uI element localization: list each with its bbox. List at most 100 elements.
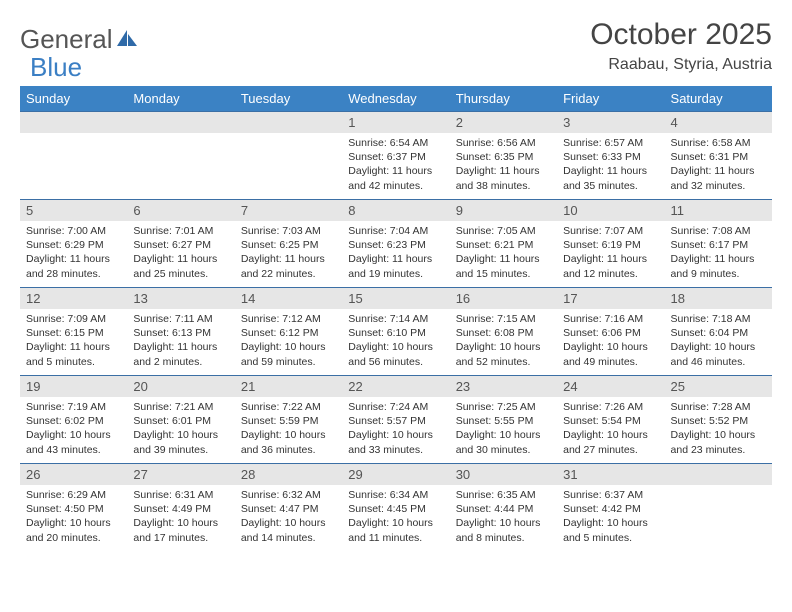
day-number: 12 <box>20 287 127 309</box>
day-details: Sunrise: 7:08 AMSunset: 6:17 PMDaylight:… <box>665 221 772 285</box>
day-detail-line: Sunset: 4:44 PM <box>456 502 551 516</box>
month-title: October 2025 <box>590 18 772 52</box>
day-details: Sunrise: 7:24 AMSunset: 5:57 PMDaylight:… <box>342 397 449 461</box>
logo-text-general: General <box>20 24 113 55</box>
day-number: 18 <box>665 287 772 309</box>
calendar-page: General October 2025 Raabau, Styria, Aus… <box>0 0 792 561</box>
day-cell: 2Sunrise: 6:56 AMSunset: 6:35 PMDaylight… <box>450 111 557 199</box>
dow-thursday: Thursday <box>450 86 557 111</box>
day-details: Sunrise: 7:03 AMSunset: 6:25 PMDaylight:… <box>235 221 342 285</box>
day-detail-line: Sunrise: 7:12 AM <box>241 312 336 326</box>
day-detail-line: Sunrise: 7:25 AM <box>456 400 551 414</box>
dow-sunday: Sunday <box>20 86 127 111</box>
day-detail-line: Sunrise: 7:18 AM <box>671 312 766 326</box>
day-detail-line: Sunset: 6:35 PM <box>456 150 551 164</box>
day-number: 27 <box>127 463 234 485</box>
day-detail-line: Sunrise: 6:58 AM <box>671 136 766 150</box>
day-detail-line: Daylight: 10 hours and 11 minutes. <box>348 516 443 544</box>
day-detail-line: Sunset: 6:17 PM <box>671 238 766 252</box>
day-cell: 31Sunrise: 6:37 AMSunset: 4:42 PMDayligh… <box>557 463 664 551</box>
day-detail-line: Sunrise: 7:07 AM <box>563 224 658 238</box>
day-detail-line: Sunset: 6:13 PM <box>133 326 228 340</box>
day-detail-line: Sunset: 4:50 PM <box>26 502 121 516</box>
day-details: Sunrise: 6:54 AMSunset: 6:37 PMDaylight:… <box>342 133 449 197</box>
day-detail-line: Daylight: 10 hours and 20 minutes. <box>26 516 121 544</box>
day-detail-line: Sunrise: 7:04 AM <box>348 224 443 238</box>
day-detail-line: Daylight: 10 hours and 30 minutes. <box>456 428 551 456</box>
day-details: Sunrise: 7:15 AMSunset: 6:08 PMDaylight:… <box>450 309 557 373</box>
day-number: 29 <box>342 463 449 485</box>
day-detail-line: Sunrise: 7:28 AM <box>671 400 766 414</box>
day-detail-line: Daylight: 11 hours and 35 minutes. <box>563 164 658 192</box>
day-cell: 28Sunrise: 6:32 AMSunset: 4:47 PMDayligh… <box>235 463 342 551</box>
day-number: 1 <box>342 111 449 133</box>
day-cell: 11Sunrise: 7:08 AMSunset: 6:17 PMDayligh… <box>665 199 772 287</box>
day-detail-line: Sunset: 6:25 PM <box>241 238 336 252</box>
day-detail-line: Daylight: 10 hours and 27 minutes. <box>563 428 658 456</box>
day-cell: 3Sunrise: 6:57 AMSunset: 6:33 PMDaylight… <box>557 111 664 199</box>
dow-monday: Monday <box>127 86 234 111</box>
day-detail-line: Sunset: 5:52 PM <box>671 414 766 428</box>
day-detail-line: Sunset: 6:02 PM <box>26 414 121 428</box>
day-detail-line: Sunrise: 6:29 AM <box>26 488 121 502</box>
day-details: Sunrise: 6:29 AMSunset: 4:50 PMDaylight:… <box>20 485 127 549</box>
day-number: 6 <box>127 199 234 221</box>
day-detail-line: Sunrise: 6:34 AM <box>348 488 443 502</box>
day-detail-line: Daylight: 10 hours and 56 minutes. <box>348 340 443 368</box>
day-detail-line: Daylight: 10 hours and 43 minutes. <box>26 428 121 456</box>
day-detail-line: Daylight: 11 hours and 15 minutes. <box>456 252 551 280</box>
day-details: Sunrise: 7:14 AMSunset: 6:10 PMDaylight:… <box>342 309 449 373</box>
day-detail-line: Sunrise: 6:35 AM <box>456 488 551 502</box>
week-row: 26Sunrise: 6:29 AMSunset: 4:50 PMDayligh… <box>20 463 772 551</box>
day-number: 2 <box>450 111 557 133</box>
day-detail-line: Sunrise: 7:14 AM <box>348 312 443 326</box>
day-number: 28 <box>235 463 342 485</box>
day-detail-line: Daylight: 10 hours and 23 minutes. <box>671 428 766 456</box>
day-detail-line: Daylight: 11 hours and 28 minutes. <box>26 252 121 280</box>
day-detail-line: Sunset: 6:08 PM <box>456 326 551 340</box>
day-detail-line: Daylight: 10 hours and 46 minutes. <box>671 340 766 368</box>
day-cell: 1Sunrise: 6:54 AMSunset: 6:37 PMDaylight… <box>342 111 449 199</box>
day-details: Sunrise: 6:35 AMSunset: 4:44 PMDaylight:… <box>450 485 557 549</box>
day-detail-line: Sunrise: 7:15 AM <box>456 312 551 326</box>
day-details: Sunrise: 7:25 AMSunset: 5:55 PMDaylight:… <box>450 397 557 461</box>
day-number: 21 <box>235 375 342 397</box>
day-details: Sunrise: 6:37 AMSunset: 4:42 PMDaylight:… <box>557 485 664 549</box>
day-details: Sunrise: 6:32 AMSunset: 4:47 PMDaylight:… <box>235 485 342 549</box>
week-row: 19Sunrise: 7:19 AMSunset: 6:02 PMDayligh… <box>20 375 772 463</box>
day-cell: 30Sunrise: 6:35 AMSunset: 4:44 PMDayligh… <box>450 463 557 551</box>
day-detail-line: Sunset: 6:01 PM <box>133 414 228 428</box>
day-detail-line: Sunset: 6:15 PM <box>26 326 121 340</box>
day-detail-line: Daylight: 10 hours and 59 minutes. <box>241 340 336 368</box>
day-detail-line: Sunset: 5:54 PM <box>563 414 658 428</box>
day-detail-line: Sunset: 5:55 PM <box>456 414 551 428</box>
day-number: 8 <box>342 199 449 221</box>
day-detail-line: Daylight: 11 hours and 22 minutes. <box>241 252 336 280</box>
day-cell: 20Sunrise: 7:21 AMSunset: 6:01 PMDayligh… <box>127 375 234 463</box>
day-cell: 29Sunrise: 6:34 AMSunset: 4:45 PMDayligh… <box>342 463 449 551</box>
day-details: Sunrise: 7:22 AMSunset: 5:59 PMDaylight:… <box>235 397 342 461</box>
day-cell: 4Sunrise: 6:58 AMSunset: 6:31 PMDaylight… <box>665 111 772 199</box>
dow-saturday: Saturday <box>665 86 772 111</box>
day-detail-line: Sunrise: 7:05 AM <box>456 224 551 238</box>
day-detail-line: Sunset: 6:31 PM <box>671 150 766 164</box>
day-detail-line: Daylight: 10 hours and 5 minutes. <box>563 516 658 544</box>
dow-row: Sunday Monday Tuesday Wednesday Thursday… <box>20 86 772 111</box>
day-cell: 7Sunrise: 7:03 AMSunset: 6:25 PMDaylight… <box>235 199 342 287</box>
logo-text-blue: Blue <box>30 52 82 83</box>
day-detail-line: Daylight: 10 hours and 36 minutes. <box>241 428 336 456</box>
day-details: Sunrise: 7:19 AMSunset: 6:02 PMDaylight:… <box>20 397 127 461</box>
day-detail-line: Daylight: 11 hours and 9 minutes. <box>671 252 766 280</box>
day-detail-line: Sunset: 6:33 PM <box>563 150 658 164</box>
day-cell <box>127 111 234 199</box>
day-detail-line: Sunset: 6:06 PM <box>563 326 658 340</box>
day-details: Sunrise: 7:04 AMSunset: 6:23 PMDaylight:… <box>342 221 449 285</box>
week-row: 1Sunrise: 6:54 AMSunset: 6:37 PMDaylight… <box>20 111 772 199</box>
day-details: Sunrise: 7:00 AMSunset: 6:29 PMDaylight:… <box>20 221 127 285</box>
day-number: 9 <box>450 199 557 221</box>
day-cell: 27Sunrise: 6:31 AMSunset: 4:49 PMDayligh… <box>127 463 234 551</box>
calendar-table: Sunday Monday Tuesday Wednesday Thursday… <box>20 86 772 551</box>
day-number: 19 <box>20 375 127 397</box>
day-details: Sunrise: 6:34 AMSunset: 4:45 PMDaylight:… <box>342 485 449 549</box>
day-number: 22 <box>342 375 449 397</box>
